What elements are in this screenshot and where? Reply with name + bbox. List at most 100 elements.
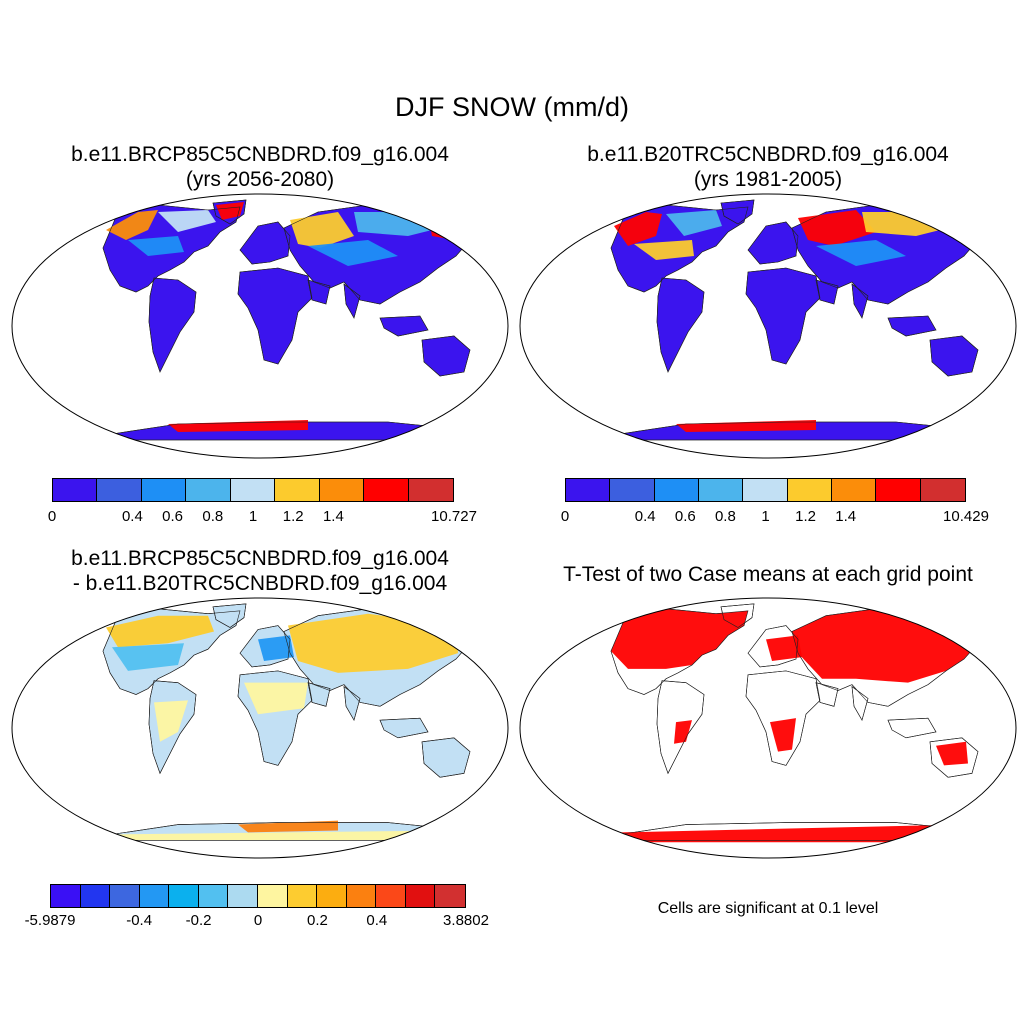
colorbar-tick-label: 1 bbox=[761, 508, 770, 525]
colorbar-box bbox=[317, 885, 347, 907]
map-fill-region bbox=[936, 741, 968, 766]
map-fill-region bbox=[290, 212, 354, 248]
colorbar-tick-label: 0.4 bbox=[366, 912, 388, 929]
map-fill-region bbox=[816, 240, 906, 266]
panel-1-title-line1: b.e11.BRCP85C5CNBDRD.f09_g16.004 bbox=[71, 143, 449, 166]
map-fill-region bbox=[288, 613, 458, 673]
map-fill-region bbox=[112, 830, 454, 841]
colorbar-box bbox=[435, 885, 465, 907]
panel-3-colorbar-labels: -5.9879 -0.4 -0.2 0 0.2 0.4 3.8802 bbox=[25, 912, 489, 932]
map-fill-region bbox=[112, 643, 184, 671]
colorbar-box bbox=[230, 479, 276, 501]
map-fill-region bbox=[106, 615, 214, 648]
colorbar-tick-label: 1.4 bbox=[322, 508, 344, 525]
colorbar-tick-label: 0.4 bbox=[634, 508, 656, 525]
panel-1-title-line2: (yrs 2056-2080) bbox=[185, 168, 335, 191]
map-fill-region bbox=[158, 210, 216, 232]
map-fill-region bbox=[168, 420, 308, 432]
colorbar-tick-label: -0.4 bbox=[126, 912, 153, 929]
map-fill-region bbox=[766, 635, 802, 662]
panel-3-colorbar bbox=[50, 884, 466, 908]
colorbar-box bbox=[787, 479, 832, 501]
colorbar-box bbox=[743, 479, 788, 501]
map-fill-region bbox=[258, 635, 294, 662]
colorbar-box bbox=[97, 479, 142, 501]
colorbar-box bbox=[169, 885, 199, 907]
colorbar-tick-label: 3.8802 bbox=[443, 912, 489, 929]
colorbar-box bbox=[920, 479, 965, 501]
panel-2-title: b.e11.B20TRC5CNBDRD.f09_g16.004 (yrs 198… bbox=[516, 142, 1020, 192]
colorbar-tick-label: 1.2 bbox=[282, 508, 304, 525]
panel-1-map bbox=[11, 193, 509, 459]
map-fill-region bbox=[106, 210, 158, 240]
map-fill-region bbox=[244, 682, 308, 715]
panel-1-colorbar-labels: 0 0.4 0.6 0.8 1 1.2 1.4 10.727 bbox=[48, 508, 477, 528]
map-fill-region bbox=[308, 240, 398, 266]
map-fill-region bbox=[676, 420, 816, 432]
colorbar-tick-label: 0 bbox=[253, 912, 263, 929]
colorbar-box bbox=[698, 479, 744, 501]
colorbar-tick-label: -0.2 bbox=[185, 912, 212, 929]
map-fill-region bbox=[770, 718, 796, 752]
colorbar-box bbox=[80, 885, 111, 907]
colorbar-box bbox=[876, 479, 921, 501]
colorbar-box bbox=[51, 885, 81, 907]
colorbar-tick-label: 0.2 bbox=[307, 912, 328, 929]
colorbar-box bbox=[228, 885, 258, 907]
colorbar-box bbox=[275, 479, 320, 501]
colorbar-box bbox=[831, 479, 877, 501]
colorbar-tick-label: 10.727 bbox=[431, 508, 477, 525]
map-fill-region bbox=[611, 608, 748, 669]
map-fill-region bbox=[620, 824, 962, 843]
colorbar-box bbox=[257, 885, 288, 907]
colorbar-tick-label: 0 bbox=[47, 508, 57, 525]
colorbar-tick-label: 0.6 bbox=[162, 508, 184, 525]
map-fill-region bbox=[674, 720, 692, 744]
map-fill-region bbox=[614, 212, 662, 246]
colorbar-tick-label: 0.8 bbox=[202, 508, 224, 525]
colorbar-tick-label: 0.8 bbox=[714, 508, 736, 525]
colorbar-box bbox=[566, 479, 611, 501]
colorbar-box bbox=[364, 479, 409, 501]
colorbar-tick-label: 0 bbox=[560, 508, 570, 525]
colorbar-box bbox=[198, 885, 229, 907]
panel-4-map bbox=[519, 597, 1017, 859]
colorbar-box bbox=[376, 885, 406, 907]
panel-3-map bbox=[11, 597, 509, 859]
main-title: DJF SNOW (mm/d) bbox=[395, 92, 629, 122]
colorbar-tick-label: 0.6 bbox=[674, 508, 696, 525]
colorbar-box bbox=[319, 479, 365, 501]
panel-2-title-line1: b.e11.B20TRC5CNBDRD.f09_g16.004 bbox=[587, 143, 949, 166]
colorbar-tick-label: 10.429 bbox=[943, 508, 989, 525]
colorbar-box bbox=[408, 479, 453, 501]
colorbar-box bbox=[141, 479, 187, 501]
map-fill-region bbox=[216, 202, 244, 220]
map-fill-region bbox=[666, 210, 722, 236]
colorbar-box bbox=[186, 479, 231, 501]
colorbar-tick-label: 1 bbox=[248, 508, 258, 525]
colorbar-box bbox=[405, 885, 436, 907]
colorbar-box bbox=[139, 885, 170, 907]
colorbar-tick-label: 1.4 bbox=[835, 508, 857, 525]
colorbar-tick-label: -5.9879 bbox=[24, 912, 76, 929]
map-fill-region bbox=[634, 240, 694, 260]
map-fill-region bbox=[798, 210, 876, 246]
colorbar-tick-label: 1.2 bbox=[795, 508, 817, 525]
panel-2-colorbar bbox=[565, 478, 966, 502]
colorbar-box bbox=[110, 885, 140, 907]
panel-3-title-line1: b.e11.BRCP85C5CNBDRD.f09_g16.004 bbox=[71, 547, 449, 570]
map-fill-region bbox=[154, 700, 188, 742]
panel-1-colorbar bbox=[52, 478, 454, 502]
panel-2-map bbox=[519, 193, 1017, 459]
panel-2-colorbar-labels: 0 0.4 0.6 0.8 1 1.2 1.4 10.429 bbox=[561, 508, 989, 528]
map-fill-region bbox=[128, 236, 184, 256]
panel-3-title: b.e11.BRCP85C5CNBDRD.f09_g16.004 - b.e11… bbox=[8, 546, 512, 596]
panel-2-title-line2: (yrs 1981-2005) bbox=[693, 168, 843, 191]
colorbar-box bbox=[287, 885, 318, 907]
map-fill-region bbox=[428, 214, 464, 240]
panel-3-title-line2: - b.e11.B20TRC5CNBDRD.f09_g16.004 bbox=[72, 572, 448, 595]
colorbar-box bbox=[53, 479, 98, 501]
colorbar-tick-label: 0.4 bbox=[121, 508, 143, 525]
panel-1-title: b.e11.BRCP85C5CNBDRD.f09_g16.004 (yrs 20… bbox=[8, 142, 512, 192]
map-fill-region bbox=[238, 820, 338, 833]
